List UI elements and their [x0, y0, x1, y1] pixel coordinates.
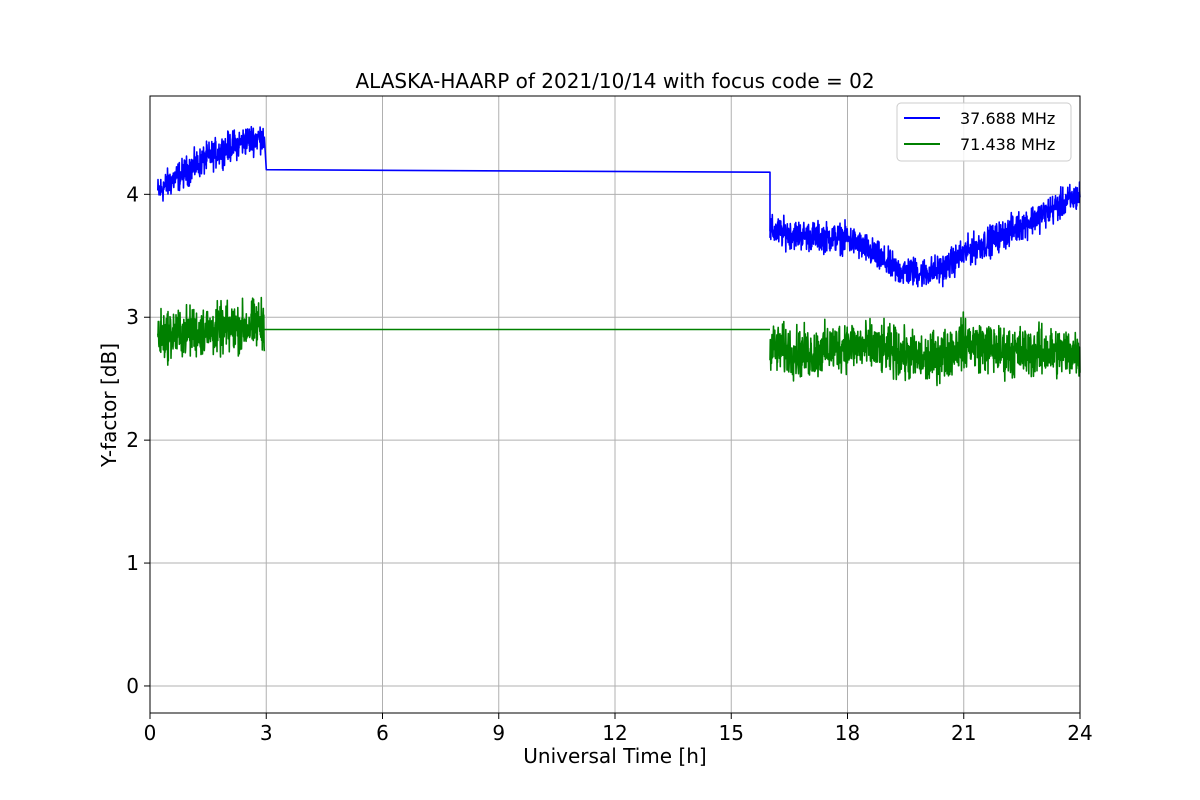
grid: [149, 96, 1081, 713]
x-tick-label: 9: [492, 721, 505, 745]
y-tick-label: 2: [126, 428, 139, 452]
series-line: [769, 311, 1081, 387]
series-line: [157, 296, 266, 366]
x-tick-label: 15: [719, 721, 744, 745]
x-tick-label: 6: [376, 721, 389, 745]
series-line: [769, 181, 1081, 288]
series-line: [263, 136, 771, 232]
y-tick-label: 0: [126, 674, 139, 698]
series-1: [157, 296, 1081, 387]
legend: 37.688 MHz 71.438 MHz: [896, 102, 1072, 162]
chart-title: ALASKA-HAARP of 2021/10/14 with focus co…: [355, 69, 874, 93]
y-tick-label: 4: [126, 182, 139, 206]
x-tick-label: 24: [1067, 721, 1092, 745]
plot-series: [157, 125, 1081, 387]
series-line: [157, 125, 266, 202]
legend-box: [896, 102, 1072, 162]
x-tick-label: 18: [835, 721, 860, 745]
series-0: [157, 125, 1081, 288]
x-axis-title: Universal Time [h]: [523, 744, 706, 768]
y-tick-label: 1: [126, 551, 139, 575]
legend-label-71-438: 71.438 MHz: [960, 135, 1055, 154]
y-tick-label: 3: [126, 305, 139, 329]
x-tick-label: 12: [602, 721, 627, 745]
legend-label-37-688: 37.688 MHz: [960, 109, 1055, 128]
x-tick-label: 3: [260, 721, 273, 745]
x-tick-label: 21: [951, 721, 976, 745]
x-tick-label: 0: [144, 721, 157, 745]
y-axis-title: Y-factor [dB]: [97, 343, 121, 468]
